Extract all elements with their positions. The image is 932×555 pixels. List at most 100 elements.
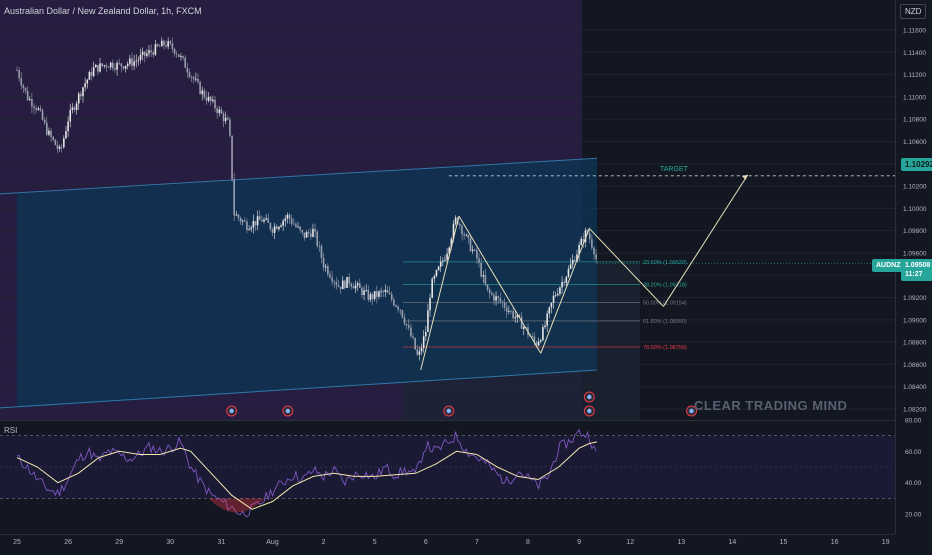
pattern-leg[interactable] <box>458 215 542 354</box>
watermark: CLEAR TRADING MIND <box>694 398 848 413</box>
candle-body <box>199 81 201 95</box>
candle-body <box>31 99 33 107</box>
candle-body <box>20 78 23 86</box>
candle-body <box>43 119 46 123</box>
candle-body <box>188 72 191 77</box>
candle-body <box>86 79 89 84</box>
candle-body <box>18 70 20 79</box>
candle-body <box>231 135 233 180</box>
candle-body <box>297 226 299 228</box>
rsi-tick-label: 40.00 <box>905 480 922 487</box>
candle-body <box>54 139 57 146</box>
candle-body <box>235 214 238 216</box>
candle-body <box>565 276 568 284</box>
rsi-pane <box>0 420 895 518</box>
candle-body <box>286 214 289 219</box>
candle-body <box>329 274 331 278</box>
candle-body <box>429 297 431 311</box>
event-marker-dot <box>587 394 592 400</box>
candle-body <box>116 62 118 70</box>
candle-body <box>484 275 487 285</box>
candle-body <box>380 291 382 293</box>
candle-body <box>480 262 482 277</box>
time-tick-label: 16 <box>831 539 839 546</box>
event-marker-dot <box>285 408 291 414</box>
time-tick-label: 13 <box>677 539 685 546</box>
candle-body <box>299 226 301 231</box>
candle-body <box>273 226 276 233</box>
target-line[interactable]: TARGET <box>448 166 895 177</box>
price-tick-label: 1.08400 <box>903 384 927 391</box>
candle-body <box>454 217 457 224</box>
candle-body <box>461 225 463 235</box>
currency-badge[interactable]: NZD <box>900 4 927 19</box>
candle-body <box>303 232 306 238</box>
candle-body <box>552 295 555 303</box>
candle-body <box>82 87 84 97</box>
candle-body <box>301 230 304 233</box>
candle-body <box>324 266 327 268</box>
candle-body <box>386 289 389 293</box>
candle-body <box>16 70 18 71</box>
candle-body <box>399 309 402 311</box>
candle-body <box>412 336 414 339</box>
candle-body <box>344 280 346 288</box>
candle-body <box>92 67 95 76</box>
candle-body <box>73 107 76 111</box>
harmonic-pattern-drawing[interactable] <box>420 174 749 371</box>
candle-body <box>363 290 365 295</box>
candle-body <box>175 53 178 55</box>
pattern-leg[interactable] <box>540 228 590 354</box>
candle-body <box>410 327 412 337</box>
candle-body <box>150 50 152 53</box>
candle-body <box>154 44 157 55</box>
candle-body <box>295 224 297 227</box>
candle-body <box>84 83 86 88</box>
candle-body <box>422 336 425 348</box>
candle-body <box>222 113 225 122</box>
candle-body <box>156 44 159 47</box>
candle-body <box>105 65 108 68</box>
candle-body <box>271 229 274 233</box>
candle-body <box>167 41 169 47</box>
time-tick-label: 15 <box>780 539 788 546</box>
candle-body <box>107 67 110 68</box>
pattern-leg[interactable] <box>662 174 749 307</box>
event-marker-dot <box>689 408 694 414</box>
candle-body <box>501 301 504 303</box>
candle-body <box>146 53 148 56</box>
rsi-tick-label: 80.00 <box>905 418 922 425</box>
candle-body <box>182 56 184 58</box>
pattern-leg[interactable] <box>420 216 460 371</box>
candle-body <box>442 260 444 262</box>
candle-body <box>288 214 291 219</box>
time-tick-label: 12 <box>626 539 634 546</box>
candle-body <box>493 294 495 301</box>
candle-body <box>439 261 442 267</box>
time-tick-label: 30 <box>166 539 174 546</box>
candle-body <box>212 99 214 102</box>
candle-body <box>71 107 74 110</box>
candle-body <box>46 122 48 135</box>
event-markers[interactable] <box>226 391 698 417</box>
candle-body <box>341 280 344 290</box>
candle-body <box>94 64 97 68</box>
candle-body <box>369 294 372 300</box>
candle-body <box>537 341 540 346</box>
pattern-leg[interactable] <box>588 228 664 307</box>
candle-body <box>184 57 187 68</box>
candle-body <box>241 220 244 222</box>
candle-body <box>103 65 106 67</box>
candle-body <box>165 45 167 47</box>
candle-body <box>24 87 27 91</box>
candle-body <box>584 230 587 243</box>
candle-body <box>352 286 355 289</box>
fib-level-label: 23.60% (1.09520) <box>643 260 687 266</box>
candle-body <box>554 295 557 296</box>
candle-body <box>60 146 63 148</box>
candle-body <box>284 218 287 221</box>
candle-body <box>376 291 378 297</box>
price-tick-label: 1.11600 <box>903 28 926 35</box>
candle-body <box>124 65 127 69</box>
